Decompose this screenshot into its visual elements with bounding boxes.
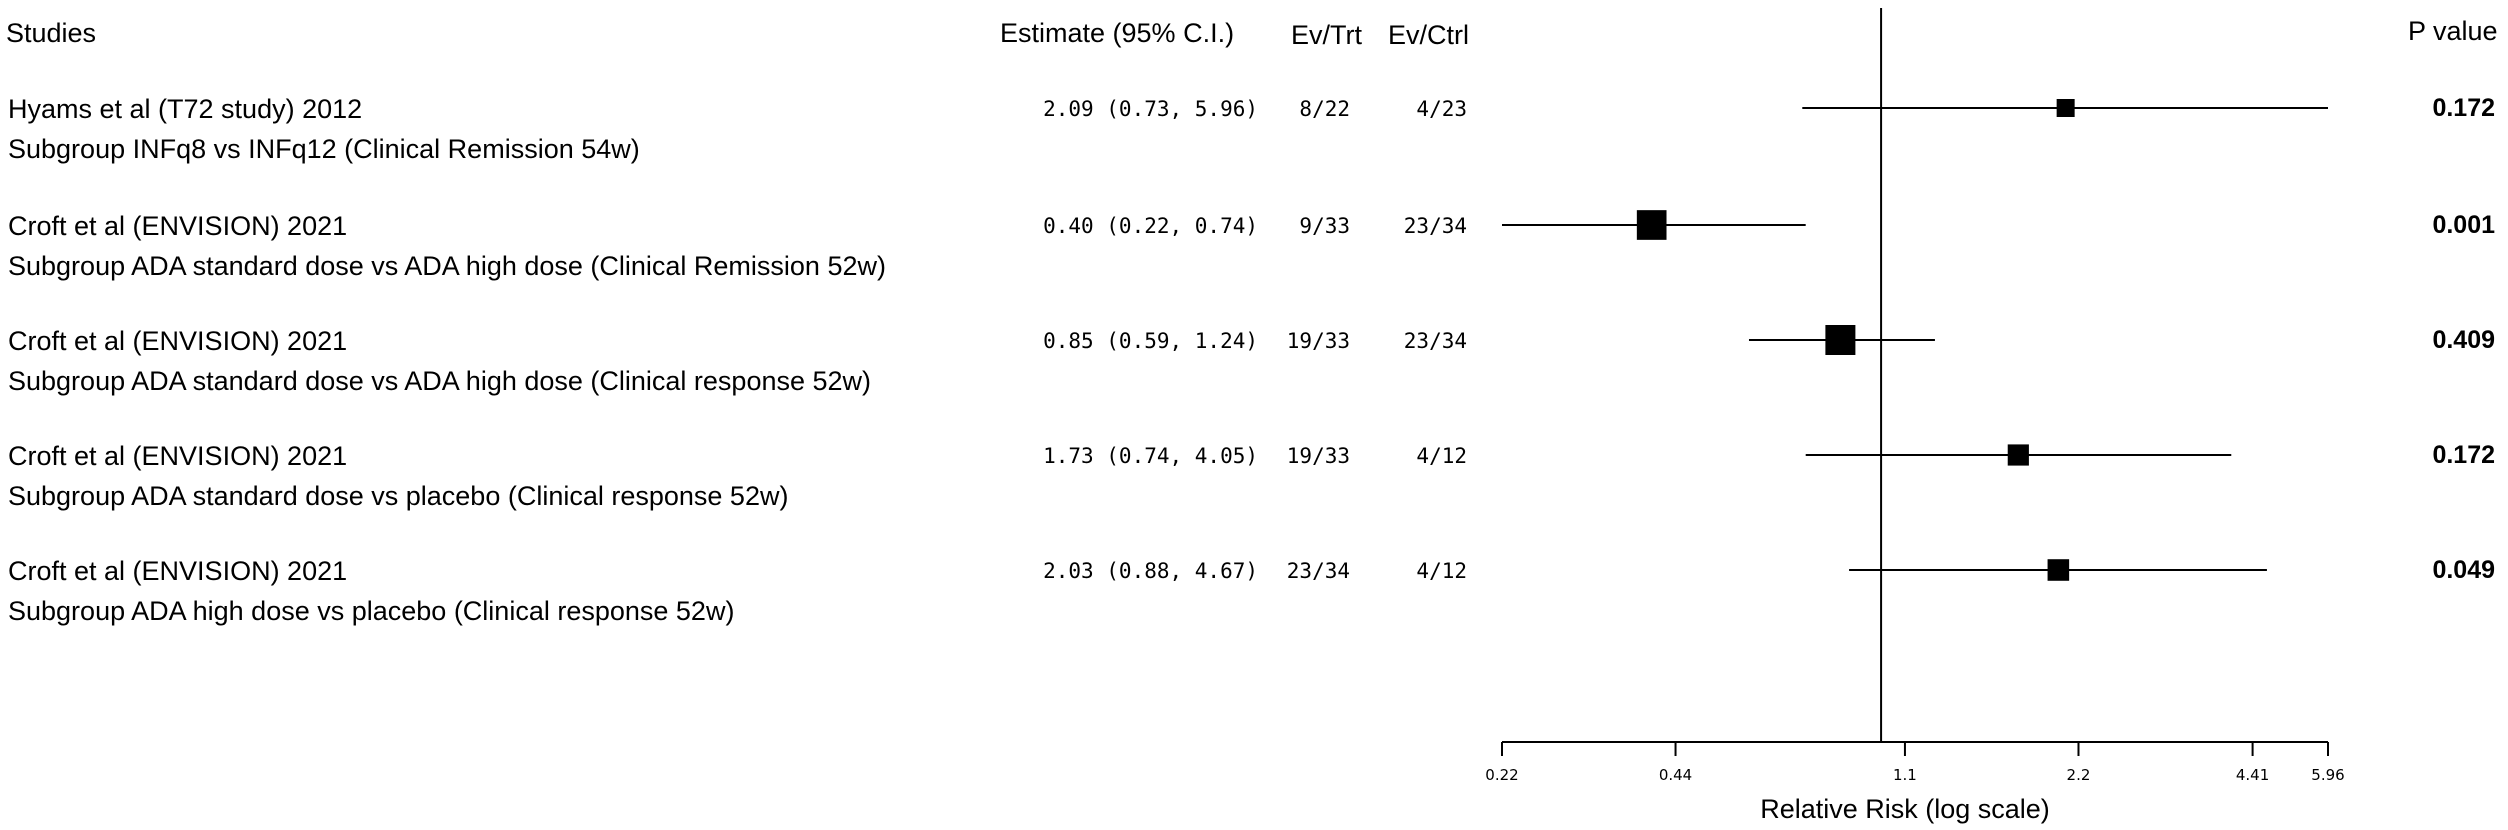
x-tick-label: 5.96 — [2311, 766, 2344, 784]
estimate-square — [2007, 444, 2029, 466]
ev-trt-value: 23/34 — [1287, 559, 1350, 583]
estimate-ci: 1.73 (0.74, 4.05) — [1043, 444, 1258, 468]
p-value: 0.049 — [2432, 556, 2495, 584]
x-tick-label: 0.22 — [1485, 766, 1518, 784]
header-ev-trt: Ev/Trt — [1291, 20, 1362, 50]
study-name: Croft et al (ENVISION) 2021 — [8, 441, 347, 471]
p-value: 0.409 — [2432, 326, 2495, 354]
ev-trt-value: 19/33 — [1287, 444, 1350, 468]
x-tick-label: 2.2 — [2067, 766, 2091, 784]
study-name: Croft et al (ENVISION) 2021 — [8, 211, 347, 241]
header-studies: Studies — [6, 18, 96, 48]
p-value: 0.001 — [2432, 211, 2495, 239]
ev-trt-value: 8/22 — [1299, 97, 1350, 121]
estimate-ci: 2.03 (0.88, 4.67) — [1043, 559, 1258, 583]
estimate-ci: 2.09 (0.73, 5.96) — [1043, 97, 1258, 121]
ev-trt-value: 19/33 — [1287, 329, 1350, 353]
study-subgroup: Subgroup ADA standard dose vs ADA high d… — [8, 251, 886, 281]
header-estimate: Estimate (95% C.I.) — [1000, 18, 1234, 48]
ev-ctrl-value: 23/34 — [1404, 329, 1467, 353]
ev-ctrl-value: 4/12 — [1416, 444, 1467, 468]
p-value: 0.172 — [2432, 94, 2495, 122]
p-value: 0.172 — [2432, 441, 2495, 469]
ev-trt-value: 9/33 — [1299, 214, 1350, 238]
study-subgroup: Subgroup INFq8 vs INFq12 (Clinical Remis… — [8, 134, 640, 164]
x-tick-label: 0.44 — [1659, 766, 1692, 784]
study-row: Croft et al (ENVISION) 2021 Subgroup ADA … — [8, 326, 2495, 396]
ev-ctrl-value: 4/12 — [1416, 559, 1467, 583]
header-p-value: P value — [2408, 16, 2498, 46]
study-subgroup: Subgroup ADA standard dose vs placebo (C… — [8, 481, 788, 511]
estimate-square — [1636, 210, 1667, 240]
x-axis-label: Relative Risk (log scale) — [1760, 794, 2050, 824]
header-ev-ctrl: Ev/Ctrl — [1388, 20, 1469, 50]
study-row: Hyams et al (T72 study) 2012 Subgroup INF… — [8, 94, 2495, 164]
study-name: Hyams et al (T72 study) 2012 — [8, 94, 362, 124]
estimate-ci: 0.40 (0.22, 0.74) — [1043, 214, 1258, 238]
study-subgroup: Subgroup ADA high dose vs placebo (Clini… — [8, 596, 734, 626]
study-subgroup: Subgroup ADA standard dose vs ADA high d… — [8, 366, 871, 396]
study-row: Croft et al (ENVISION) 2021 Subgroup ADA … — [8, 211, 2495, 281]
x-tick-label: 4.41 — [2236, 766, 2269, 784]
estimate-square — [2047, 559, 2070, 581]
estimate-square — [1825, 325, 1856, 355]
estimate-ci: 0.85 (0.59, 1.24) — [1043, 329, 1258, 353]
ev-ctrl-value: 4/23 — [1416, 97, 1467, 121]
study-name: Croft et al (ENVISION) 2021 — [8, 556, 347, 586]
estimate-square — [2056, 99, 2075, 117]
study-row: Croft et al (ENVISION) 2021 Subgroup ADA … — [8, 556, 2495, 626]
ev-ctrl-value: 23/34 — [1404, 214, 1467, 238]
study-name: Croft et al (ENVISION) 2021 — [8, 326, 347, 356]
study-row: Croft et al (ENVISION) 2021 Subgroup ADA … — [8, 441, 2495, 511]
x-tick-label: 1.1 — [1893, 766, 1917, 784]
